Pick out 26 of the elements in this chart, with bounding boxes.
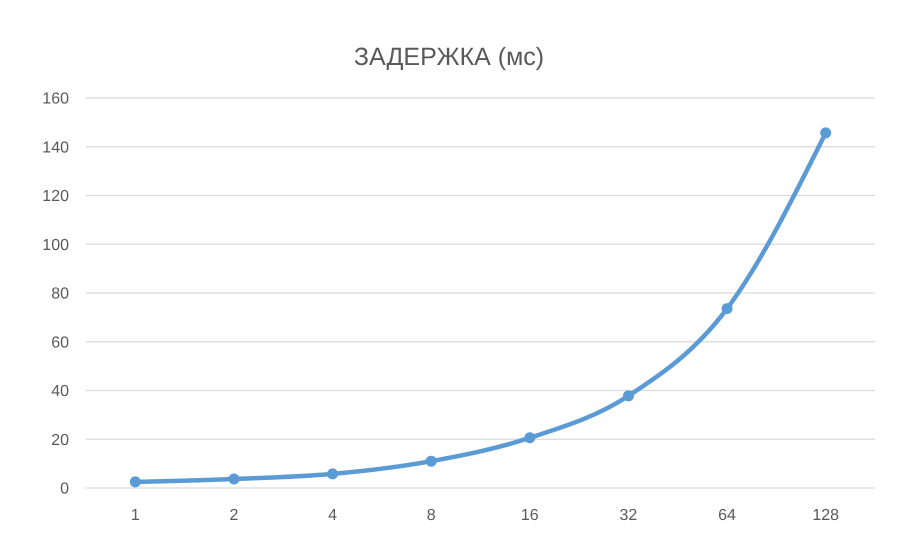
y-tick-label: 20 xyxy=(51,432,70,449)
y-tick-label: 120 xyxy=(42,188,70,206)
chart-title: ЗАДЕРЖКА (мс) xyxy=(354,43,544,71)
x-tick-label: 64 xyxy=(718,507,736,524)
x-tick-label: 4 xyxy=(328,507,338,524)
y-tick-label: 80 xyxy=(51,286,70,303)
y-tick-label: 100 xyxy=(42,236,70,254)
point xyxy=(327,468,338,480)
point xyxy=(820,127,832,138)
x-tick-label: 16 xyxy=(520,507,539,524)
y-tick-label: 0 xyxy=(60,480,70,498)
x-tick-label: 32 xyxy=(620,507,638,524)
y-tick-label: 60 xyxy=(51,334,70,352)
point xyxy=(524,432,536,444)
point xyxy=(722,303,733,314)
x-tick-label: 128 xyxy=(812,507,840,524)
y-tick-label: 160 xyxy=(42,90,70,108)
x-tick-label: 2 xyxy=(229,507,238,524)
point xyxy=(130,476,141,488)
point xyxy=(426,456,437,467)
y-tick-label: 140 xyxy=(42,139,70,156)
point xyxy=(228,473,240,484)
y-tick-label: 40 xyxy=(51,383,70,400)
x-tick-label: 1 xyxy=(130,507,140,524)
point xyxy=(622,390,634,402)
x-tick-label: 8 xyxy=(426,507,436,524)
